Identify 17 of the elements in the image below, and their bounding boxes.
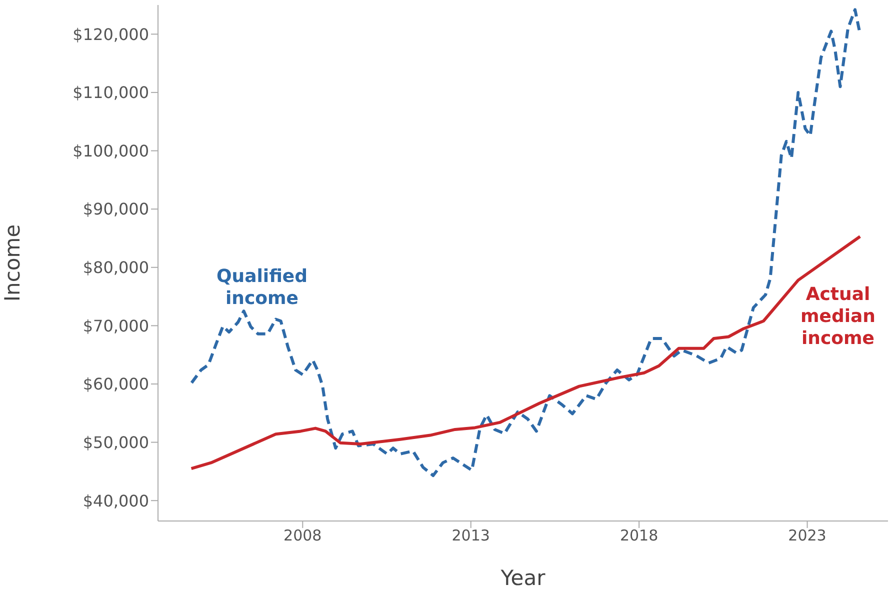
y-tick-label: $80,000 xyxy=(82,258,149,278)
y-tick-label: $60,000 xyxy=(82,374,149,394)
y-tick-label: $90,000 xyxy=(82,200,149,219)
y-tick-label: $70,000 xyxy=(82,316,149,336)
x-tick-label: 2023 xyxy=(788,526,826,545)
y-axis-title: Income xyxy=(0,224,24,302)
x-tick-label: 2008 xyxy=(284,526,322,545)
series-label: Actual median income xyxy=(800,284,876,350)
x-tick-label: 2013 xyxy=(452,526,490,545)
y-tick-label: $50,000 xyxy=(82,432,149,452)
x-tick-label: 2018 xyxy=(620,526,658,545)
x-axis-title: Year xyxy=(500,566,546,590)
y-tick-label: $100,000 xyxy=(72,141,149,160)
y-tick-label: $40,000 xyxy=(82,491,149,510)
y-tick-label: $110,000 xyxy=(72,83,149,102)
series-label: Qualified income xyxy=(215,266,309,310)
y-tick-label: $120,000 xyxy=(72,24,149,44)
